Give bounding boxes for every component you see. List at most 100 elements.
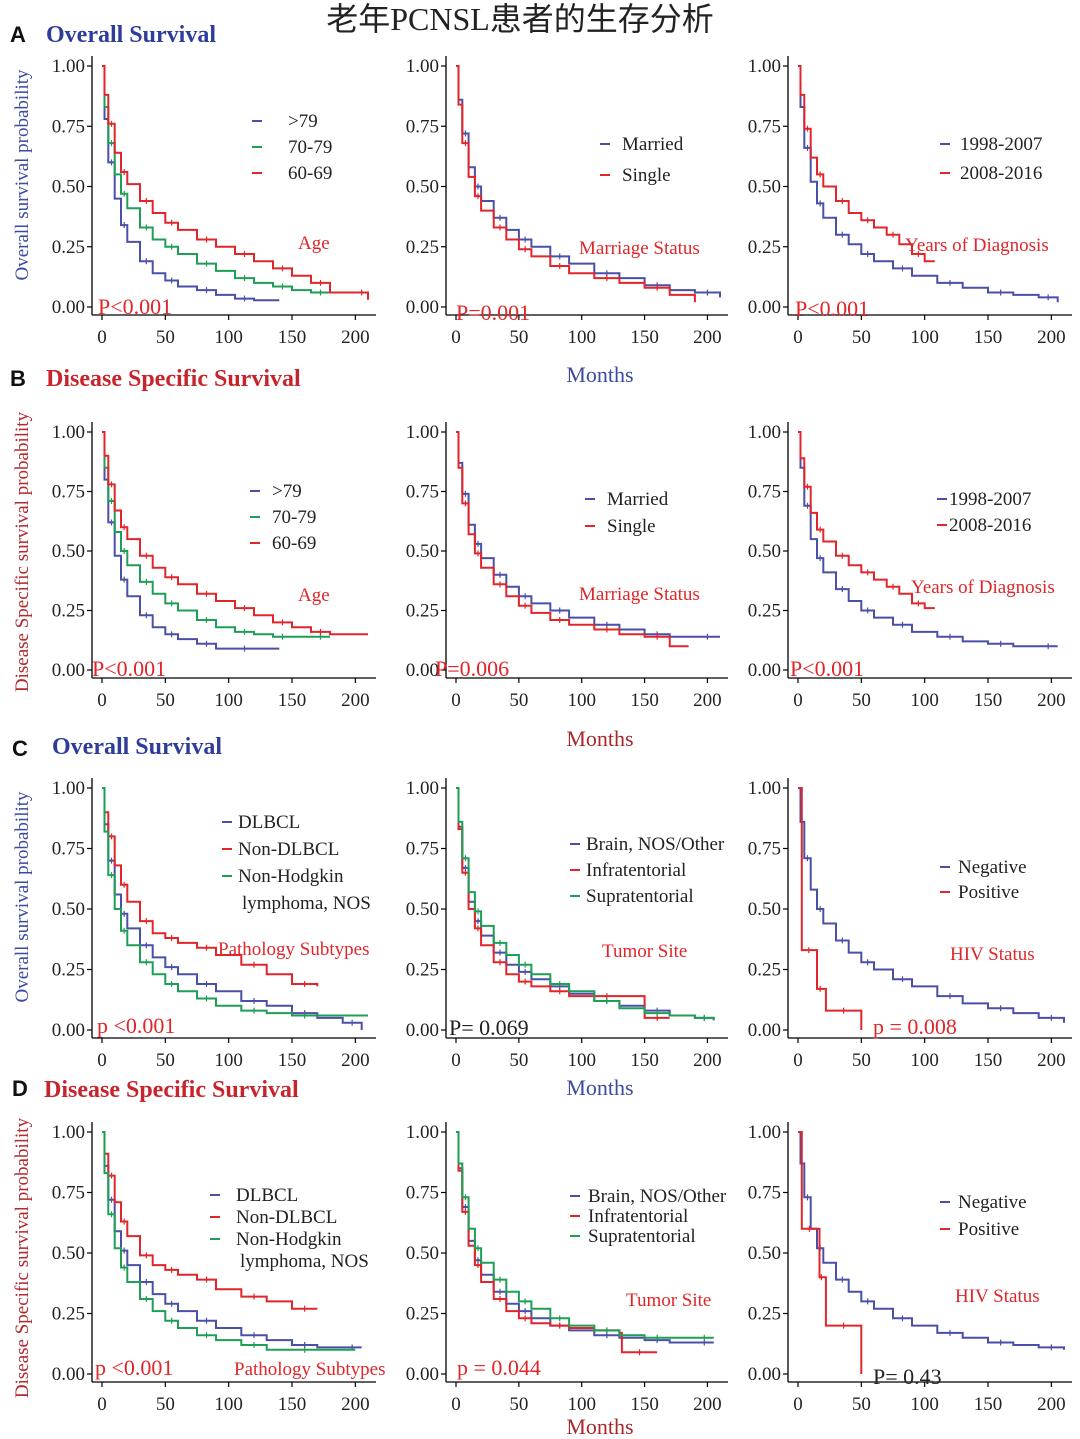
survival-curve-single: [456, 431, 689, 648]
legend-label: Positive: [958, 882, 1019, 903]
legend-label: Negative: [958, 1192, 1027, 1213]
y-tick-label: 0.00: [748, 1020, 781, 1041]
y-tick-label: 0.75: [52, 116, 85, 137]
x-tick-label: 50: [509, 1050, 528, 1071]
x-tick-label: 100: [910, 1394, 939, 1415]
y-tick-label: 0.75: [406, 839, 439, 860]
survival-curve-60-69: [102, 65, 369, 300]
group-label: HIV Status: [955, 1286, 1040, 1307]
survival-curve-non-hodgkin-lymphoma-nos: [102, 787, 368, 1017]
y-tick-label: 0.50: [52, 1243, 85, 1264]
legend-label: 2008-2016: [949, 515, 1031, 536]
survival-curve-non-dlbcl: [102, 787, 319, 987]
y-tick-label: 0.50: [748, 899, 781, 920]
legend-label: DLBCL: [236, 1185, 298, 1206]
survival-curve-1998-2007: [798, 431, 1058, 648]
x-tick-label: 0: [793, 690, 803, 711]
y-tick-label: 0.50: [406, 541, 439, 562]
survival-curve-non-hodgkin-lymphoma-nos: [102, 1131, 356, 1351]
y-tick-label: 1.00: [406, 778, 439, 799]
y-axis-label: Overall survival probability: [12, 69, 33, 281]
x-tick-label: 0: [97, 690, 107, 711]
p-value: P=0.001: [456, 300, 530, 325]
km-panel-a-marriage-status: 0.00 0.25 0.50 0.75 1.00 0 50 100 150 200 Married S…: [406, 56, 728, 348]
x-tick-label: 200: [693, 327, 722, 348]
p-value: P<0.001: [98, 294, 172, 319]
x-tick-label: 0: [97, 327, 107, 348]
y-tick-label: 0.00: [52, 660, 85, 681]
x-tick-label: 150: [278, 1050, 307, 1071]
legend-label: Brain, NOS/Other: [586, 834, 725, 855]
legend-label: 2008-2016: [960, 163, 1042, 184]
x-axis-label-months: Months: [566, 1075, 633, 1100]
section-title: Disease Specific Survival: [44, 1077, 299, 1103]
group-label: Age: [298, 585, 330, 606]
x-tick-label: 200: [341, 690, 370, 711]
p-value: P<0.001: [795, 296, 869, 321]
legend-label: Single: [607, 516, 656, 537]
x-axis-label-months: Months: [566, 1414, 633, 1439]
x-tick-label: 0: [793, 1394, 803, 1415]
section-a: A Overall Survival Overall survival probab…: [10, 22, 634, 387]
x-tick-label: 100: [567, 327, 596, 348]
y-axis-label: Overall survival probability: [12, 791, 33, 1003]
x-tick-label: 150: [278, 327, 307, 348]
x-axis-label-months: Months: [566, 362, 633, 387]
x-tick-label: 200: [341, 1050, 370, 1071]
x-axis-label-months: Months: [566, 726, 633, 751]
y-tick-label: 0.75: [52, 482, 85, 503]
x-tick-label: 0: [97, 1394, 107, 1415]
legend-label: Non-Hodgkin lymphoma, NOS: [238, 866, 371, 914]
x-tick-label: 0: [451, 690, 461, 711]
y-tick-label: 1.00: [52, 422, 85, 443]
legend-label: Single: [622, 165, 671, 186]
p-value: p <0.001: [97, 1013, 175, 1038]
y-tick-label: 0.75: [748, 839, 781, 860]
x-tick-label: 150: [630, 1050, 659, 1071]
survival-curve-positive: [798, 1131, 863, 1374]
survival-curve-negative: [798, 787, 1065, 1023]
y-tick-label: 1.00: [748, 778, 781, 799]
y-tick-label: 0.00: [406, 660, 439, 681]
x-tick-label: 50: [852, 1050, 871, 1071]
y-tick-label: 0.75: [406, 1183, 439, 1204]
km-panel-d-hiv-status: 0.00 0.25 0.50 0.75 1.00 0 50 100 150 200 Negative…: [748, 1122, 1072, 1415]
x-tick-label: 200: [1037, 327, 1066, 348]
legend-label: >79: [288, 111, 318, 132]
survival-curve-negative: [798, 1131, 1065, 1350]
p-value: p = 0.044: [457, 1355, 541, 1380]
y-tick-label: 0.25: [406, 960, 439, 981]
x-tick-label: 100: [567, 690, 596, 711]
p-value: p = 0.008: [873, 1014, 957, 1039]
section-title: Overall Survival: [52, 734, 222, 760]
km-panel-c-tumor-site: 0.00 0.25 0.50 0.75 1.00 0 50 100 150 200 Brain, N…: [406, 778, 728, 1071]
x-tick-label: 200: [693, 1050, 722, 1071]
survival-curve-single: [456, 65, 696, 303]
y-tick-label: 0.50: [406, 899, 439, 920]
section-c: C Overall Survival Overall survival probab…: [12, 734, 634, 1100]
p-value: P=0.006: [435, 656, 509, 681]
x-tick-label: 200: [1037, 1394, 1066, 1415]
group-label: Marriage Status: [579, 238, 700, 259]
y-tick-label: 0.50: [748, 1243, 781, 1264]
y-tick-label: 0.00: [52, 1364, 85, 1385]
y-tick-label: 1.00: [406, 422, 439, 443]
y-tick-label: 0.25: [406, 237, 439, 258]
x-tick-label: 200: [693, 1394, 722, 1415]
x-tick-label: 200: [693, 690, 722, 711]
survival-curve-married: [456, 65, 721, 298]
x-tick-label: 50: [156, 690, 175, 711]
legend-label: Brain, NOS/Other: [588, 1186, 727, 1207]
figure-title: 老年PCNSL患者的生存分析: [326, 1, 714, 37]
panel-letter: D: [12, 1076, 28, 1101]
survival-curve-positive: [798, 787, 863, 1030]
group-label: Marriage Status: [579, 584, 700, 605]
x-tick-label: 200: [341, 1394, 370, 1415]
y-tick-label: 0.75: [406, 482, 439, 503]
legend-label: Infratentorial: [586, 860, 686, 881]
y-tick-label: 0.25: [748, 960, 781, 981]
x-tick-label: 50: [509, 1394, 528, 1415]
km-panel-b-marriage-status: 0.00 0.25 0.50 0.75 1.00 0 50 100 150 200 Married S…: [406, 422, 728, 711]
legend-label: Non-DLBCL: [238, 839, 339, 860]
legend-label: 60-69: [288, 163, 332, 184]
